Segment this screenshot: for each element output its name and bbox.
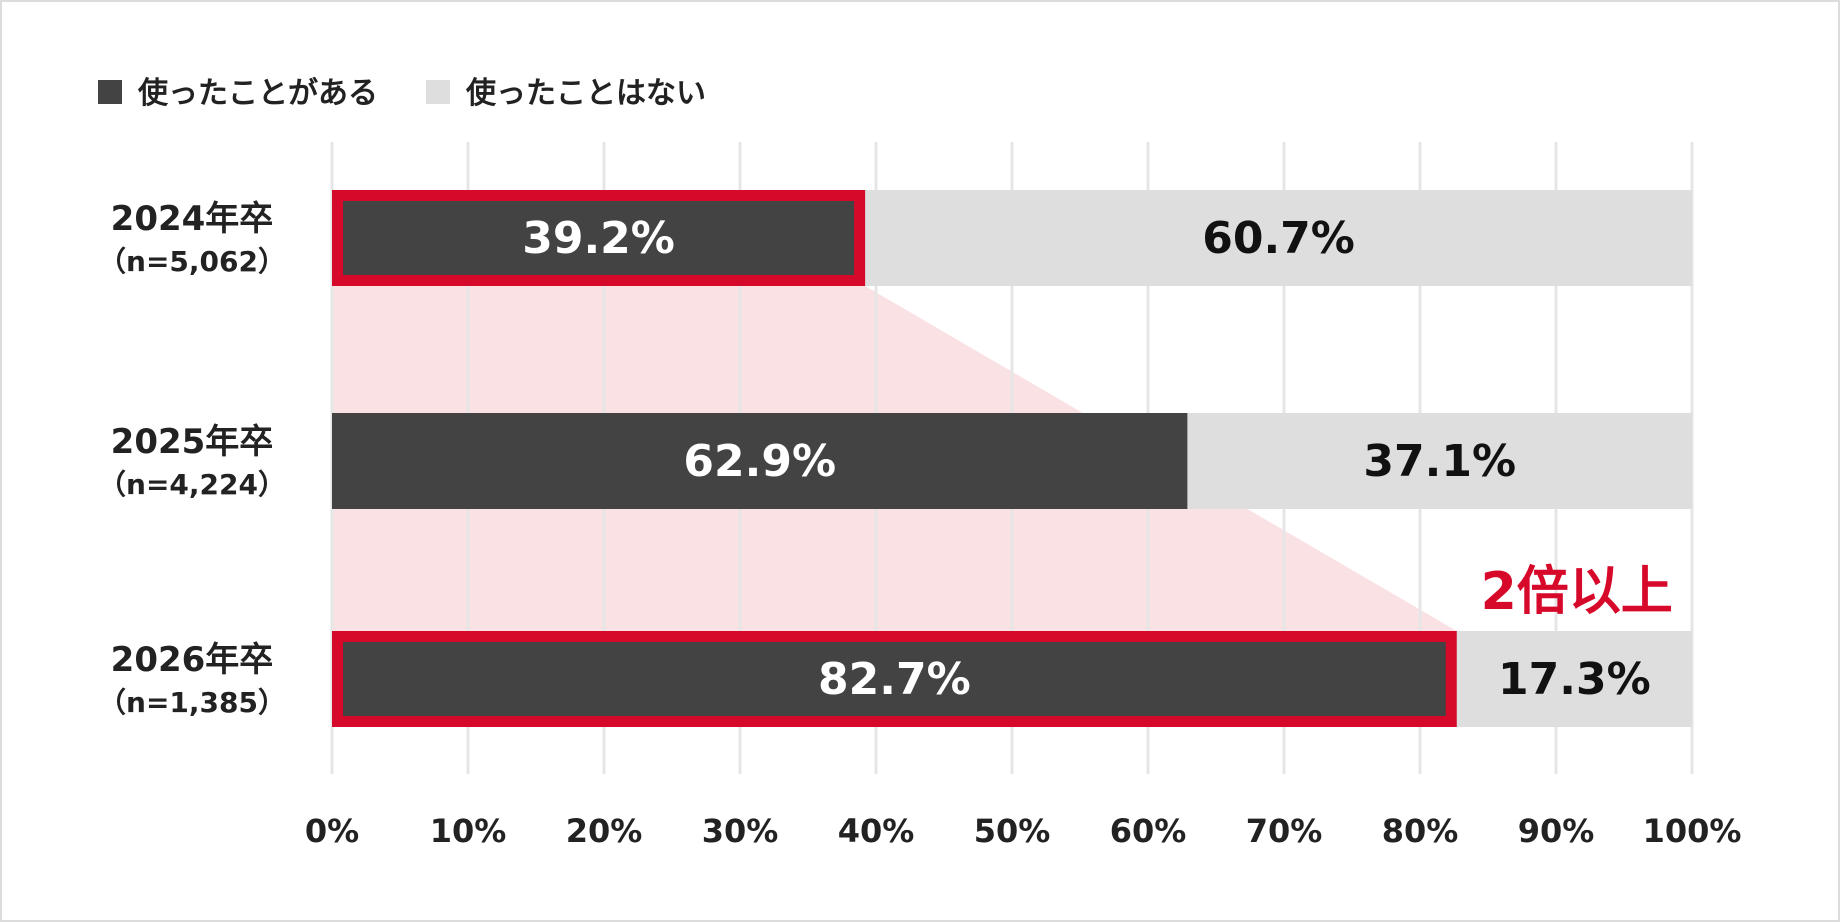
category-label: 2025年卒 [111,422,274,462]
legend-label: 使ったことはない [465,76,706,111]
x-tick-label: 100% [1643,812,1742,850]
legend-swatch [98,80,122,104]
bar-not-used [1187,413,1692,509]
bar-layer [332,190,1692,727]
sample-size-label: （n=5,062） [98,245,286,278]
data-label: 17.3% [1498,654,1651,705]
category-label: 2026年卒 [111,640,274,680]
category-label-layer: 2024年卒 （n=5,062） 2025年卒 （n=4,224） 2026年卒 （n=1… [98,199,286,719]
sample-size-label: （n=1,385） [98,686,286,719]
x-tick-label: 50% [974,812,1051,850]
data-label: 62.9% [683,436,836,487]
x-tick-label: 0% [305,812,359,850]
x-tick-label: 60% [1110,812,1187,850]
x-tick-label: 20% [566,812,643,850]
legend: 使ったことがある 使ったことはない [98,76,706,111]
data-label: 60.7% [1202,213,1355,264]
bar-used [332,190,866,286]
annotation-layer: 2倍以上 [1481,562,1673,622]
x-tick-label: 90% [1518,812,1595,850]
x-tick-label: 40% [838,812,915,850]
bar-used [332,631,1457,727]
highlight-outline-layer [332,190,1457,727]
bar-not-used [865,190,1692,286]
bar-not-used [1456,631,1692,727]
highlight-outline [332,190,866,286]
data-label: 82.7% [818,654,971,705]
x-axis-tick-layer: 0% 10% 20% 30% 40% 50% 60% 70% 80% 90% 100% [305,812,1742,850]
data-label: 37.1% [1363,436,1516,487]
legend-label: 使ったことがある [137,76,378,111]
x-tick-label: 30% [702,812,779,850]
category-label: 2024年卒 [111,199,274,239]
x-tick-label: 70% [1246,812,1323,850]
annotation-label: 2倍以上 [1481,562,1673,622]
bar-used [332,413,1188,509]
x-tick-label: 80% [1382,812,1459,850]
value-label-layer: 39.2% 60.7% 62.9% 37.1% 82.7% 17.3% [522,213,1650,705]
highlight-outline [332,631,1457,727]
sample-size-label: （n=4,224） [98,468,286,501]
legend-swatch [426,80,450,104]
x-tick-label: 10% [430,812,507,850]
data-label: 39.2% [522,213,675,264]
